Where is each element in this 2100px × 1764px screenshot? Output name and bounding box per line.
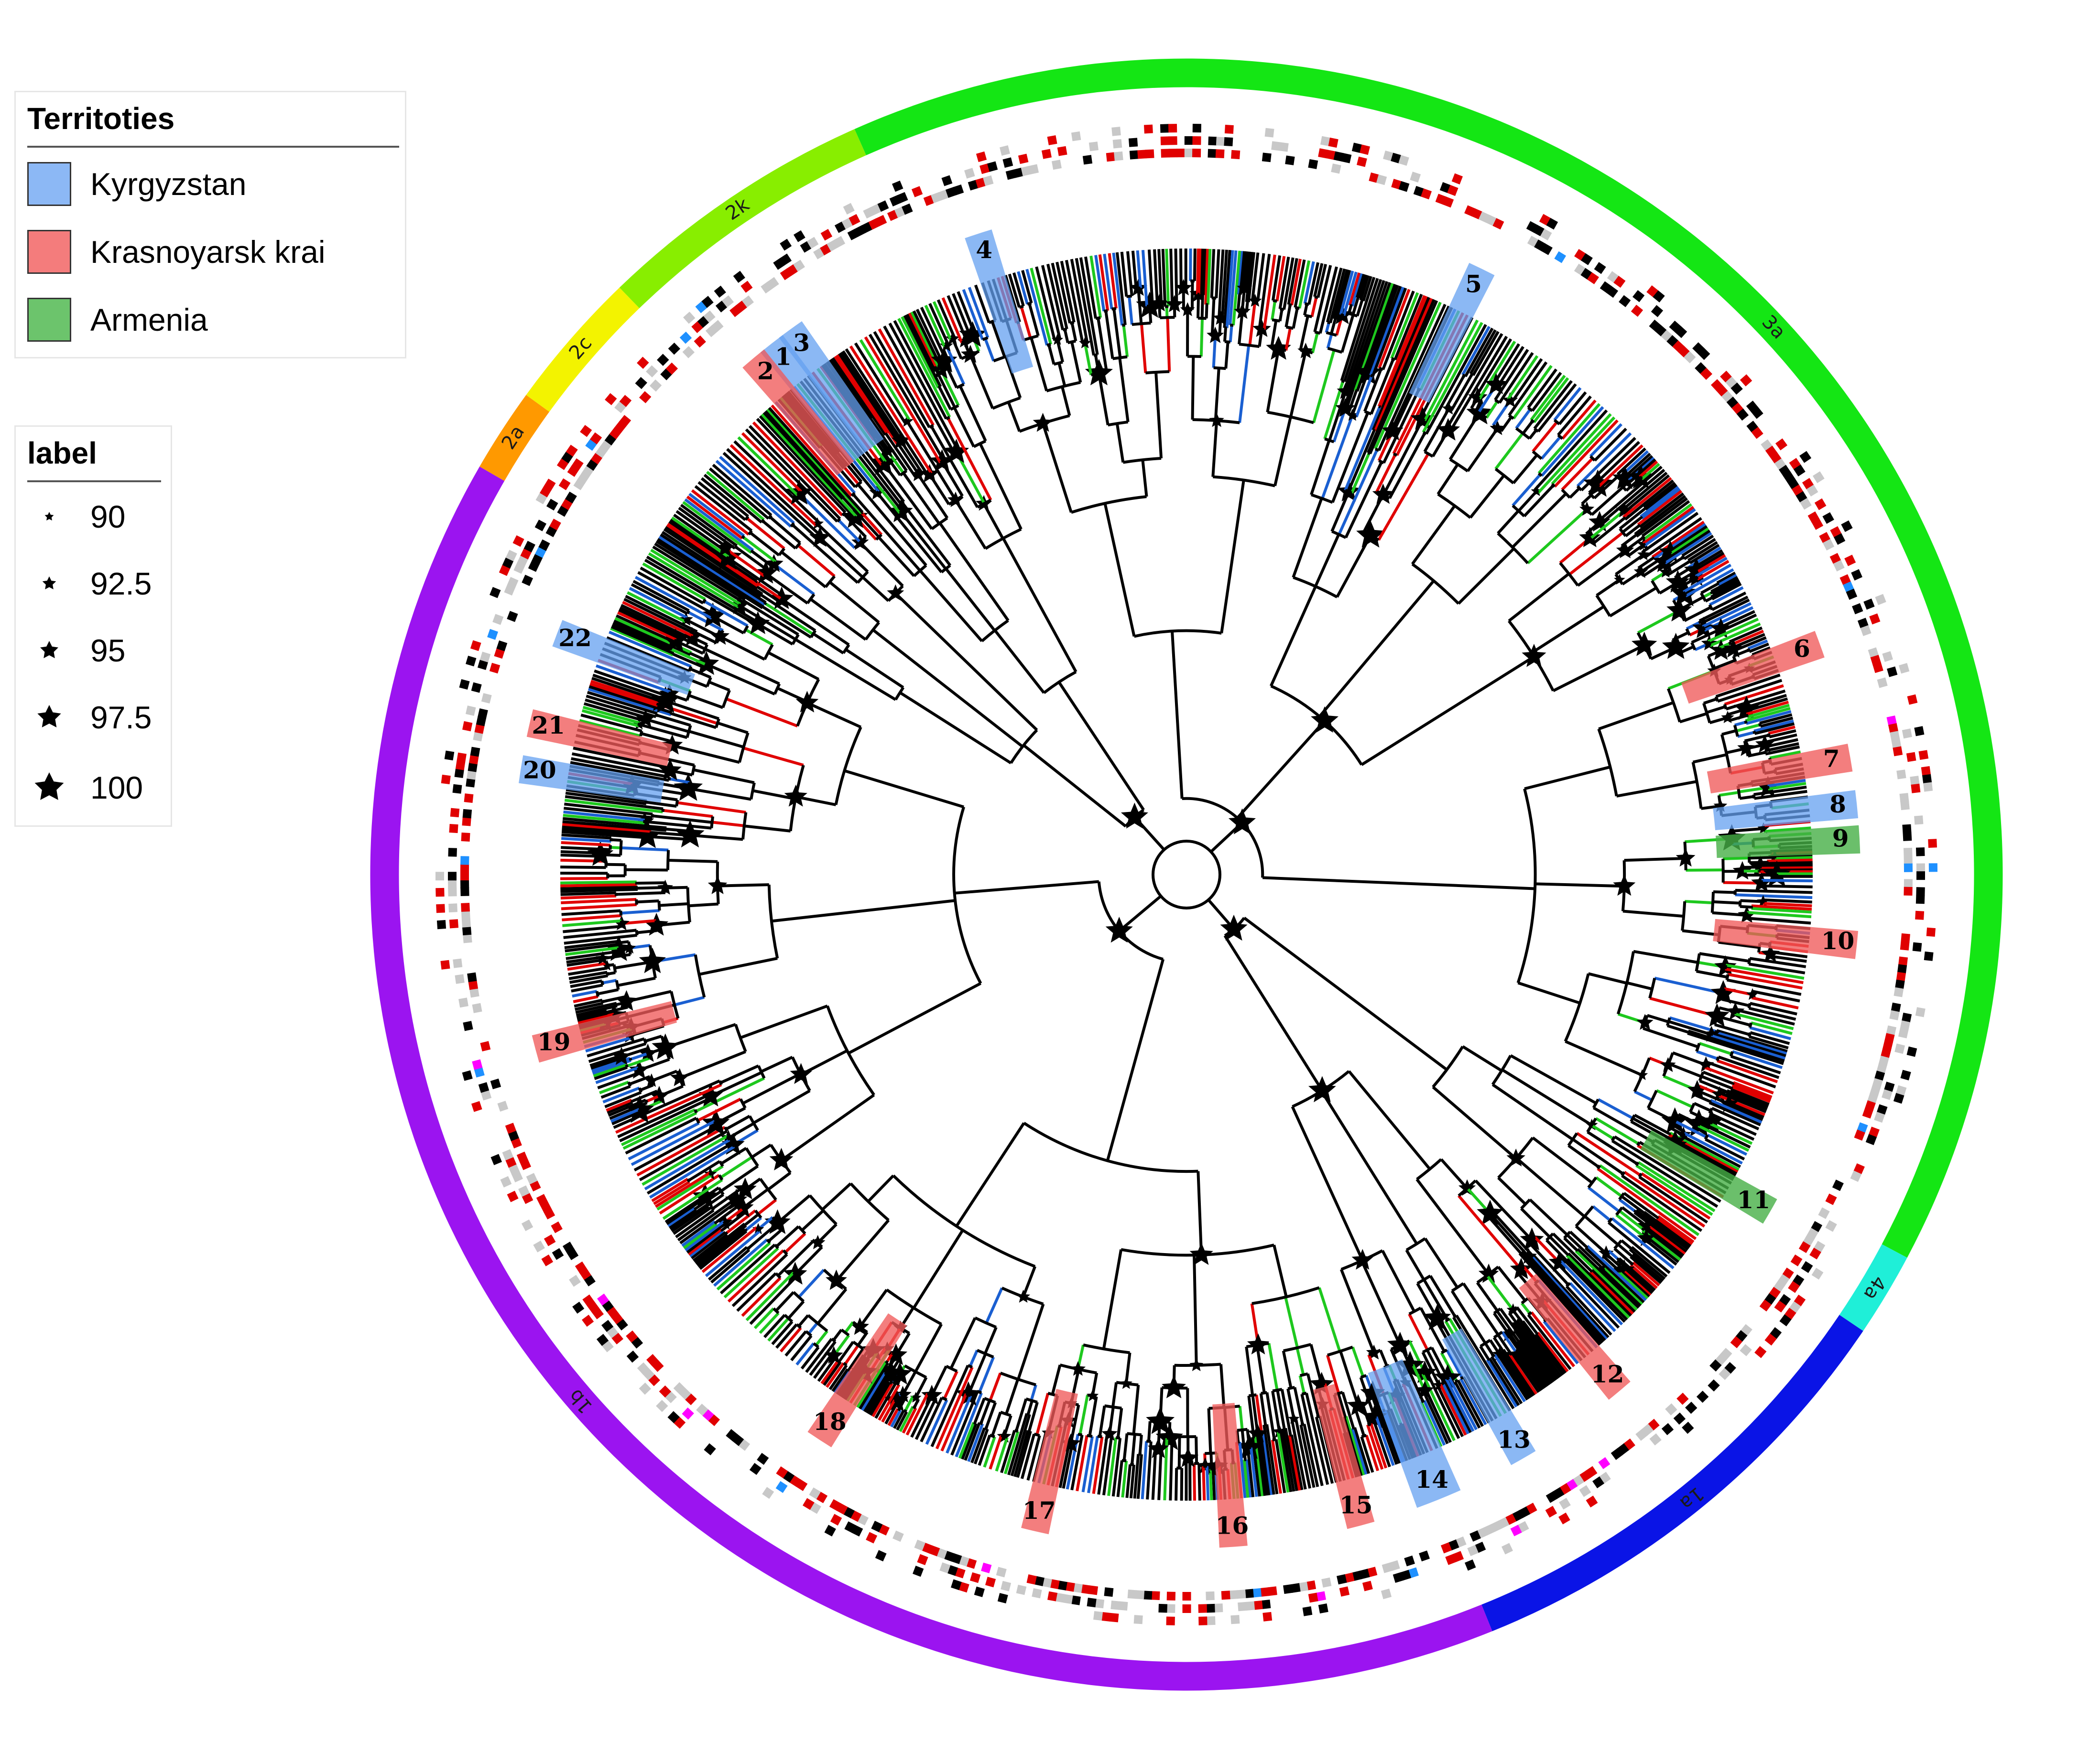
star-icon — [40, 641, 58, 659]
cluster-label-20: 20 — [523, 756, 556, 784]
cluster-highlight-19 — [532, 1001, 677, 1063]
cluster-highlight-2 — [742, 349, 854, 476]
genotype-segment-1a — [1481, 1315, 1863, 1632]
legend-item-label: Kyrgyzstan — [90, 166, 247, 202]
legend-item-label: Krasnoyarsk krai — [90, 234, 326, 270]
label-legend-title: label — [27, 436, 97, 470]
cluster-label-10: 10 — [1821, 927, 1855, 955]
cluster-label-6: 6 — [1794, 634, 1810, 662]
cluster-highlight-8 — [1713, 790, 1859, 831]
legend-rule — [27, 480, 161, 482]
cluster-highlight-20 — [519, 755, 664, 803]
genotype-segment-4a — [1839, 1244, 1907, 1331]
cluster-highlight-4 — [965, 229, 1034, 374]
legend-star-95: 95 — [27, 632, 125, 669]
cluster-highlight-12 — [1519, 1274, 1631, 1400]
cluster-highlight-5 — [1409, 263, 1495, 403]
legend-star-92-5: 92.5 — [27, 565, 152, 602]
cluster-label-18: 18 — [813, 1407, 847, 1436]
cluster-label-21: 21 — [532, 711, 565, 739]
star-icon — [44, 512, 54, 521]
kyrgyzstan-swatch — [27, 162, 71, 206]
legend-item-label: 90 — [90, 499, 126, 534]
cluster-highlight-3 — [779, 321, 884, 452]
cluster-label-8: 8 — [1829, 790, 1846, 818]
legend-rule — [27, 146, 399, 148]
label-legend: label 90 92.5 95 97.5 100 — [14, 425, 172, 827]
legend-item-kyrgyzstan: Kyrgyzstan — [27, 162, 246, 206]
cluster-label-15: 15 — [1339, 1491, 1373, 1519]
cluster-highlight-9 — [1716, 825, 1861, 858]
legend-star-90: 90 — [27, 498, 125, 535]
star-icon — [42, 576, 56, 590]
cluster-label-9: 9 — [1832, 824, 1849, 852]
cluster-label-5: 5 — [1465, 270, 1482, 298]
cluster-highlight-15 — [1313, 1384, 1375, 1529]
cluster-highlight-18 — [807, 1313, 907, 1448]
cluster-label-7: 7 — [1823, 745, 1840, 773]
cluster-label-2: 2 — [757, 357, 774, 385]
legend-star-100: 100 — [27, 766, 143, 809]
star-icon — [37, 705, 61, 727]
tip-markers — [435, 124, 1938, 1625]
cluster-highlight-16 — [1212, 1403, 1248, 1548]
cluster-highlight-17 — [1021, 1389, 1078, 1535]
cluster-highlight-13 — [1442, 1328, 1536, 1465]
cluster-highlight-11 — [1640, 1130, 1777, 1224]
cluster-label-12: 12 — [1591, 1360, 1624, 1388]
tree-branches — [560, 248, 1813, 1501]
legend-item-label: 95 — [90, 633, 126, 668]
legend-item-krasnoyarsk: Krasnoyarsk krai — [27, 230, 326, 274]
genotype-segment-2k — [619, 129, 866, 308]
krasnoyarsk-swatch — [27, 230, 71, 274]
cluster-highlight-10 — [1713, 919, 1859, 959]
legend-item-label: 97.5 — [90, 700, 152, 735]
cluster-highlight-6 — [1681, 631, 1825, 704]
territories-legend-title: Territoties — [27, 101, 175, 136]
legend-item-label: 100 — [90, 770, 143, 805]
legend-star-97-5: 97.5 — [27, 699, 152, 736]
cluster-highlight-1 — [760, 335, 869, 464]
cluster-label-3: 3 — [793, 329, 810, 357]
territories-legend: Territoties Kyrgyzstan Krasnoyarsk krai … — [14, 91, 406, 358]
cluster-label-22: 22 — [558, 624, 592, 652]
cluster-label-17: 17 — [1023, 1496, 1056, 1525]
genotype-segment-3a — [854, 58, 2003, 1258]
cluster-highlight-7 — [1707, 744, 1853, 794]
cluster-label-19: 19 — [537, 1028, 571, 1056]
legend-item-label: Armenia — [90, 302, 208, 337]
cluster-highlight-14 — [1368, 1359, 1461, 1508]
cluster-label-4: 4 — [976, 236, 992, 264]
star-icon — [34, 772, 64, 800]
cluster-highlight-22 — [552, 620, 696, 695]
legend-item-armenia: Armenia — [27, 298, 208, 342]
genotype-segment-2c — [526, 287, 640, 412]
legend-item-label: 92.5 — [90, 566, 152, 601]
genotype-segment-2a — [479, 395, 550, 481]
cluster-label-13: 13 — [1497, 1425, 1531, 1453]
genotype-segment-1b — [370, 466, 1492, 1691]
cluster-label-14: 14 — [1415, 1465, 1448, 1493]
cluster-label-11: 11 — [1737, 1186, 1771, 1214]
cluster-highlight-21 — [526, 709, 672, 767]
cluster-label-16: 16 — [1216, 1512, 1249, 1540]
armenia-swatch — [27, 298, 71, 342]
